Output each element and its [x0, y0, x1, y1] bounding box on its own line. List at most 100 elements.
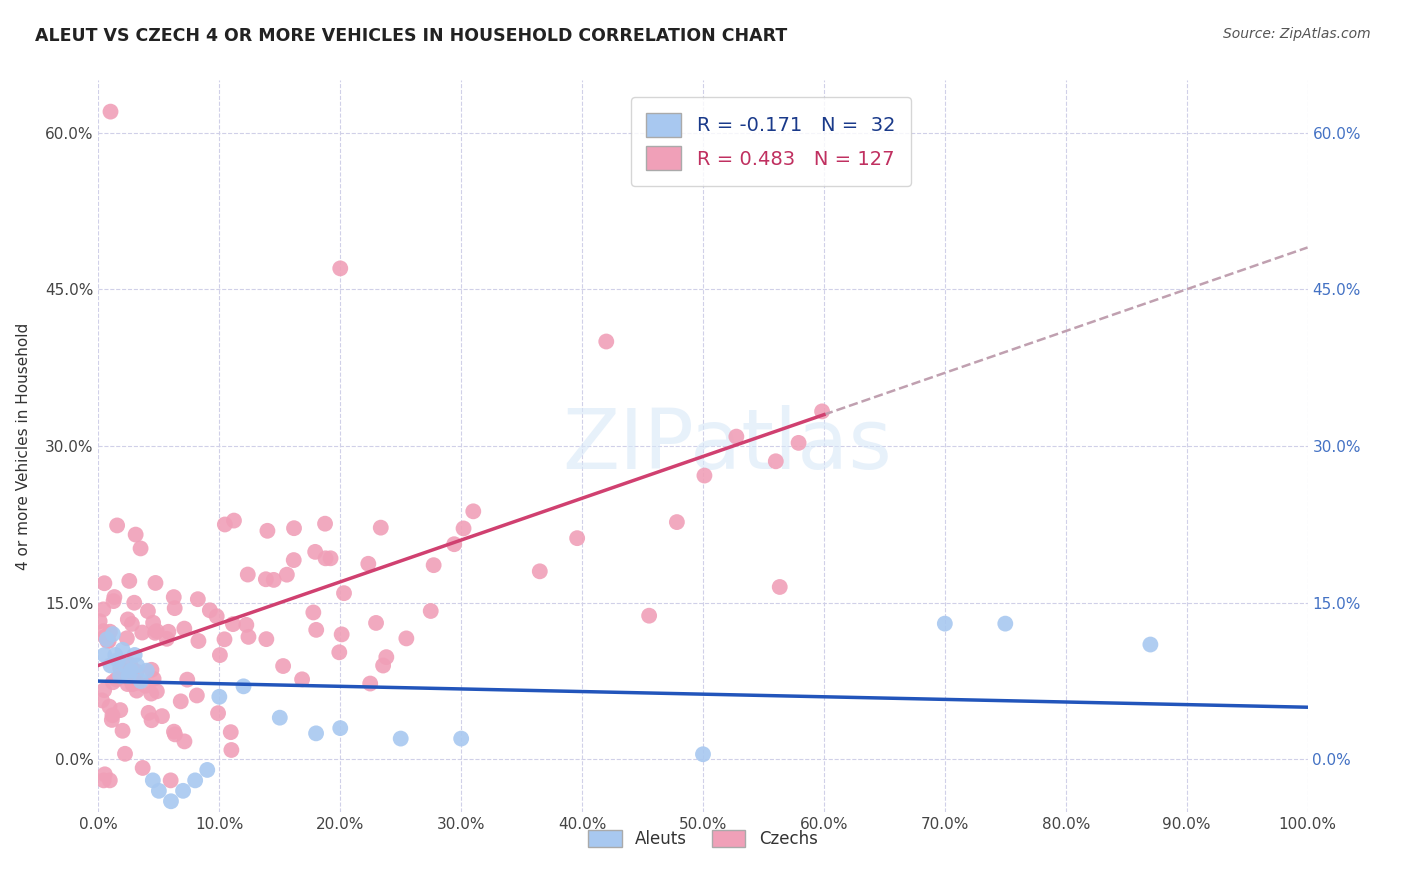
Point: [389, 731, 412, 746]
Point: [787, 435, 810, 450]
Point: [91, 602, 114, 616]
Point: [463, 504, 485, 518]
Point: [131, 625, 153, 640]
Point: [271, 659, 294, 673]
Point: [163, 601, 186, 615]
Point: [263, 573, 285, 587]
Point: [150, 709, 173, 723]
Point: [305, 726, 328, 740]
Point: [375, 650, 398, 665]
Point: [235, 618, 257, 632]
Point: [103, 594, 125, 608]
Point: [93, 773, 115, 788]
Point: [111, 642, 134, 657]
Point: [994, 616, 1017, 631]
Point: [419, 604, 441, 618]
Point: [329, 721, 352, 735]
Point: [811, 404, 834, 418]
Point: [104, 648, 127, 662]
Point: [110, 661, 132, 675]
Point: [100, 658, 122, 673]
Point: [236, 567, 259, 582]
Point: [184, 773, 207, 788]
Point: [93, 648, 115, 662]
Point: [769, 580, 792, 594]
Point: [159, 773, 181, 788]
Point: [108, 669, 131, 683]
Point: [222, 617, 245, 632]
Point: [101, 713, 124, 727]
Point: [765, 454, 787, 468]
Point: [120, 665, 142, 680]
Point: [357, 557, 380, 571]
Point: [238, 630, 260, 644]
Point: [124, 675, 146, 690]
Point: [222, 514, 245, 528]
Point: [173, 622, 195, 636]
Point: [124, 648, 146, 662]
Point: [156, 632, 179, 646]
Point: [114, 747, 136, 761]
Point: [364, 615, 387, 630]
Point: [117, 677, 139, 691]
Point: [172, 784, 194, 798]
Point: [305, 623, 328, 637]
Point: [100, 104, 122, 119]
Point: [110, 703, 132, 717]
Point: [121, 677, 143, 691]
Point: [186, 689, 208, 703]
Point: [98, 699, 121, 714]
Point: [148, 784, 170, 798]
Point: [302, 606, 325, 620]
Point: [370, 521, 392, 535]
Point: [256, 524, 278, 538]
Point: [96, 632, 118, 647]
Point: [195, 763, 218, 777]
Point: [214, 517, 236, 532]
Point: [138, 706, 160, 720]
Point: [115, 669, 138, 683]
Point: [101, 627, 124, 641]
Text: Source: ZipAtlas.com: Source: ZipAtlas.com: [1223, 27, 1371, 41]
Point: [107, 653, 129, 667]
Point: [101, 708, 124, 723]
Point: [135, 679, 157, 693]
Point: [173, 734, 195, 748]
Point: [371, 658, 394, 673]
Point: [187, 634, 209, 648]
Point: [96, 633, 118, 648]
Point: [121, 616, 143, 631]
Point: [122, 596, 145, 610]
Point: [254, 572, 277, 586]
Point: [129, 541, 152, 556]
Point: [163, 727, 186, 741]
Point: [214, 632, 236, 647]
Point: [142, 773, 165, 788]
Point: [91, 693, 114, 707]
Point: [208, 648, 231, 662]
Point: [105, 673, 128, 687]
Point: [93, 683, 115, 698]
Point: [125, 665, 148, 679]
Text: ALEUT VS CZECH 4 OR MORE VEHICLES IN HOUSEHOLD CORRELATION CHART: ALEUT VS CZECH 4 OR MORE VEHICLES IN HOU…: [35, 27, 787, 45]
Point: [120, 657, 142, 672]
Point: [160, 794, 183, 808]
Point: [145, 576, 167, 591]
Point: [141, 713, 163, 727]
Point: [219, 725, 242, 739]
Point: [117, 612, 139, 626]
Point: [692, 747, 714, 762]
Point: [142, 615, 165, 630]
Point: [422, 558, 444, 573]
Point: [129, 674, 152, 689]
Point: [693, 468, 716, 483]
Point: [283, 553, 305, 567]
Point: [127, 675, 149, 690]
Point: [97, 634, 120, 648]
Point: [291, 673, 314, 687]
Point: [276, 567, 298, 582]
Point: [98, 773, 121, 788]
Point: [395, 632, 418, 646]
Point: [118, 574, 141, 588]
Point: [208, 690, 231, 704]
